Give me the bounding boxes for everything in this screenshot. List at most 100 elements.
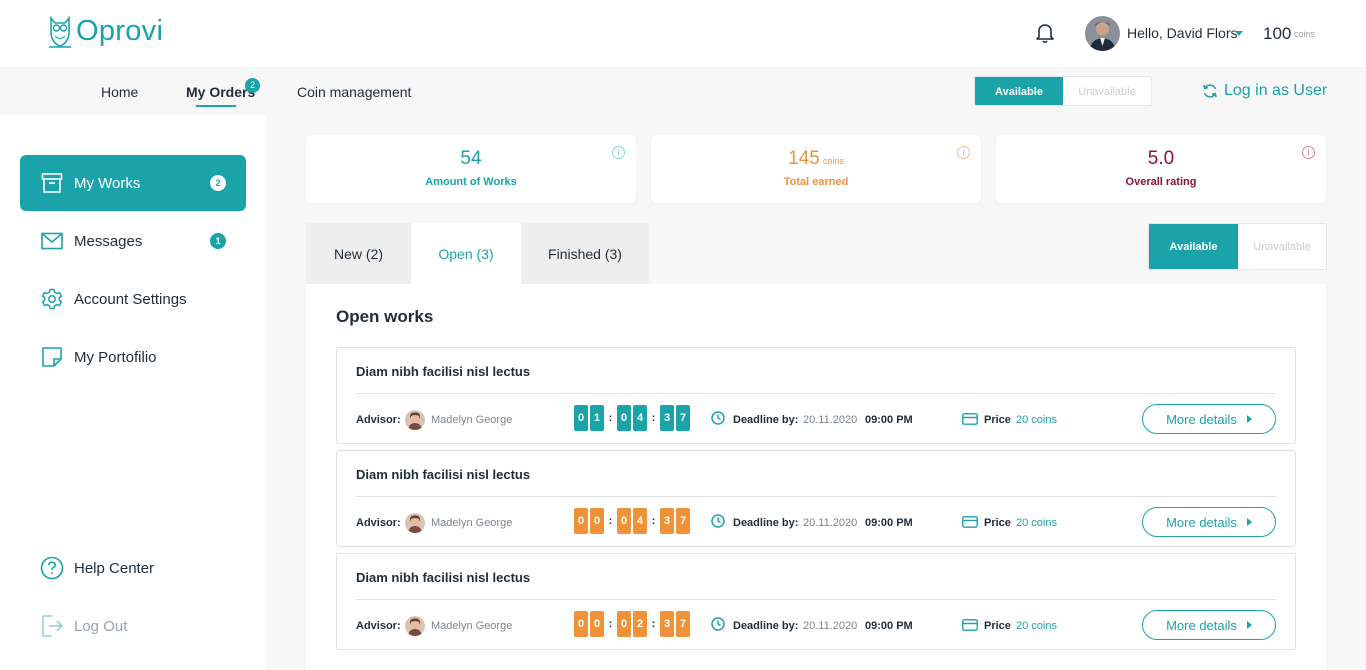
sidebar-item-messages[interactable]: Messages 1 [20,213,246,269]
logo[interactable]: Oprovi [48,14,163,48]
caret-right-icon [1246,621,1252,629]
timer-separator: : [608,515,613,527]
deadline-label: Deadline by: [733,517,799,529]
sidebar-item-label: My Works [74,174,141,192]
nav-my-orders[interactable]: My Orders [186,84,256,100]
work-title[interactable]: Diam nibh facilisi nisl lectus [356,467,531,482]
credit-card-icon [962,619,978,631]
stat-card-amount-of-works: 54 Amount of Works i [306,135,636,203]
countdown-timer: 0 1 : 0 4 : 3 7 [574,405,690,431]
timer-digit: 4 [633,405,647,431]
deadline-label: Deadline by: [733,414,799,426]
advisor-label: Advisor: [356,414,401,426]
info-icon[interactable]: i [1302,146,1315,159]
sidebar-item-my-portfolio[interactable]: My Portofilio [20,329,246,385]
sidebar-item-label: Messages [74,232,143,250]
work-card: Diam nibh facilisi nisl lectus Advisor: … [336,347,1296,444]
work-title[interactable]: Diam nibh facilisi nisl lectus [356,570,531,585]
work-card: Diam nibh facilisi nisl lectus Advisor: … [336,553,1296,650]
deadline-time: 09:00 PM [865,414,913,426]
info-icon[interactable]: i [957,146,970,159]
stat-label: Total earned [783,176,849,188]
stat-card-total-earned: 145 coins Total earned i [651,135,981,203]
timer-digit: 0 [574,405,588,431]
sidebar-item-label: Help Center [74,559,155,577]
timer-separator: : [651,412,656,424]
work-title[interactable]: Diam nibh facilisi nisl lectus [356,364,531,379]
nav-bar: Home My Orders 2 Coin management Availab… [0,67,1366,115]
price-label: Price [984,517,1011,529]
timer-digit: 7 [676,611,690,637]
note-icon [40,345,64,369]
more-details-button[interactable]: More details [1142,404,1276,434]
sidebar-item-log-out[interactable]: Log Out [20,598,246,654]
sidebar-item-my-works[interactable]: My Works 2 [20,155,246,211]
price-label: Price [984,414,1011,426]
timer-digit: 0 [617,508,631,534]
timer-digit: 7 [676,405,690,431]
gear-icon [40,287,64,311]
sidebar-item-account-settings[interactable]: Account Settings [20,271,246,327]
timer-digit: 4 [633,508,647,534]
advisor-name: Madelyn George [431,414,513,426]
timer-separator: : [651,618,656,630]
unavailable-button[interactable]: Unavailable [1063,77,1151,105]
work-card: Diam nibh facilisi nisl lectus Advisor: … [336,450,1296,547]
deadline-date: 20.11.2020 [803,517,858,529]
deadline-date: 20.11.2020 [803,414,858,426]
nav-active-indicator [196,105,236,107]
advisor-avatar [405,616,425,636]
more-details-label: More details [1166,617,1237,633]
timer-digit: 0 [617,405,631,431]
logout-icon [40,614,64,638]
advisor-label: Advisor: [356,620,401,632]
stat-value: 5.0 [1147,148,1175,169]
clock-icon [711,411,725,425]
advisor-name: Madelyn George [431,620,513,632]
stat-label: Overall rating [1125,176,1197,188]
countdown-timer: 0 0 : 0 4 : 3 7 [574,508,690,534]
chevron-down-icon[interactable] [1235,31,1243,36]
timer-separator: : [608,412,613,424]
stat-card-overall-rating: 5.0 Overall rating i [996,135,1326,203]
login-as-user-label: Log in as User [1224,82,1328,99]
sidebar-item-label: My Portofilio [74,348,157,366]
works-count-badge: 2 [210,175,226,191]
tab-new[interactable]: New (2) [306,223,411,284]
deadline-label: Deadline by: [733,620,799,632]
more-details-button[interactable]: More details [1142,610,1276,640]
info-icon[interactable]: i [612,146,625,159]
credit-card-icon [962,516,978,528]
bell-icon[interactable] [1035,22,1055,44]
timer-separator: : [608,618,613,630]
timer-digit: 7 [676,508,690,534]
user-greeting[interactable]: Hello, David Flors [1127,25,1238,41]
timer-digit: 3 [660,405,674,431]
messages-count-badge: 1 [210,233,226,249]
timer-digit: 2 [633,611,647,637]
available-button[interactable]: Available [975,77,1063,105]
works-tabs: New (2) Open (3) Finished (3) [306,223,649,284]
login-as-user-link[interactable]: Log in as User [1202,82,1327,100]
tab-open[interactable]: Open (3) [411,223,521,284]
avatar[interactable] [1085,16,1120,51]
nav-coin-management[interactable]: Coin management [297,84,412,100]
help-icon [40,556,64,580]
nav-home[interactable]: Home [101,84,139,100]
sidebar-item-label: Account Settings [74,290,187,308]
sidebar-item-help-center[interactable]: Help Center [20,540,246,596]
price-label: Price [984,620,1011,632]
divider [356,599,1276,600]
refresh-icon [1203,84,1217,98]
timer-digit: 0 [590,611,604,637]
tab-finished[interactable]: Finished (3) [521,223,649,284]
stat-label: Amount of Works [425,176,517,188]
stat-value: 54 [460,148,482,169]
available-button[interactable]: Available [1149,224,1238,269]
advisor-avatar [405,410,425,430]
more-details-button[interactable]: More details [1142,507,1276,537]
sidebar: My Works 2 Messages 1 Account Settings M… [0,115,266,670]
timer-digit: 0 [590,508,604,534]
unavailable-button[interactable]: Unavailable [1238,224,1326,269]
stat-unit: coins [822,156,844,166]
